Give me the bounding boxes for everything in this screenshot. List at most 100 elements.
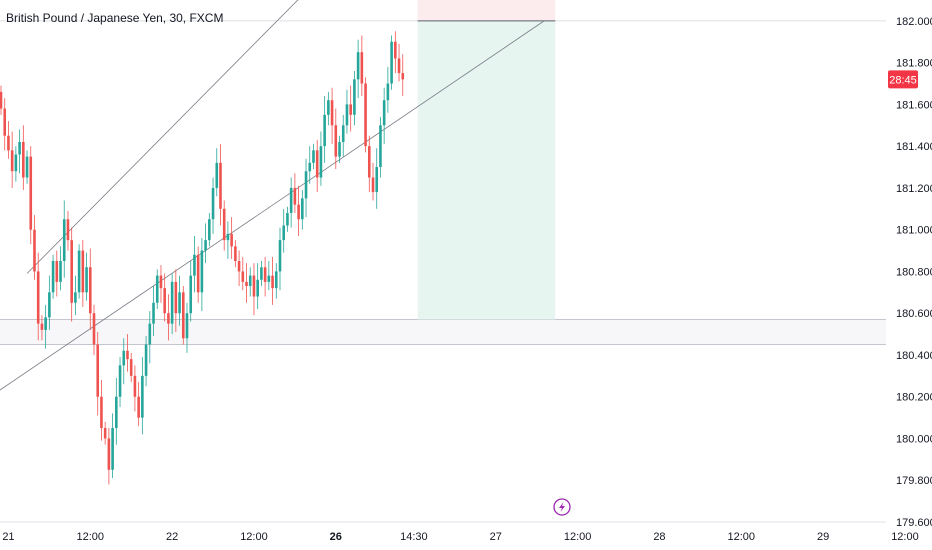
candle-body [304,171,308,199]
stop-zone [417,0,556,21]
candle-body [77,250,81,293]
candle-body [193,254,196,276]
candle-body [208,219,211,241]
candle-body [48,292,51,318]
candle-body [356,52,360,80]
candle-body [323,114,326,147]
lightning-icon-bolt [559,502,565,512]
time-tick-label: 12:00 [564,531,592,543]
candle-body [379,125,382,168]
price-axis[interactable]: 182.000 181.800 181.600 181.400 181.200 181.0… [896,16,932,529]
candle-body [174,281,178,314]
candle-body [282,225,286,241]
candle-body [327,100,330,115]
candle-body [70,240,73,303]
candle-body [137,396,140,418]
candle-body [267,275,271,282]
candle-body [278,240,282,272]
zones-layer [0,0,886,345]
candle-body [148,323,152,345]
time-tick-label: 12:00 [77,531,105,543]
time-tick-label: 12:00 [728,531,756,543]
candle-body [252,275,256,297]
candle-body [81,250,85,293]
candle-body [144,344,148,376]
candle-body [25,156,29,178]
candle-body [14,154,18,172]
candle-body [96,344,100,397]
candle-body [289,187,293,213]
candle-body [345,104,349,126]
chart-title: British Pound / Japanese Yen, 30, FXCM [6,11,223,25]
candle-body [18,141,21,155]
candle-body [293,187,297,205]
candle-body [390,41,393,84]
candle-body [263,267,267,282]
candle-body [319,146,323,178]
time-tick-label: 28 [653,531,665,543]
candle-body [3,108,7,136]
candle-body [401,73,405,80]
candle-body [394,41,397,59]
price-tick-label: 182.000 [896,16,932,28]
candle-body [196,254,200,293]
candle-body [159,275,163,289]
time-tick-label: 14:30 [400,531,428,543]
candle-body [308,162,312,172]
candle-body [36,271,40,324]
candle-body [170,281,174,324]
candle-body [122,350,126,366]
candle-body [360,52,364,84]
candle-body [375,167,379,193]
lightning-icon[interactable] [553,498,571,516]
price-tick-label: 180.200 [896,392,932,404]
channel-line-lower [0,20,545,391]
candle-body [29,156,33,230]
candle-body [22,141,25,178]
candle-body [260,267,263,280]
candle-body [10,150,14,172]
candle-body [118,365,122,397]
candle-body [163,288,166,314]
candle-body [33,229,36,272]
support-zone [0,319,886,345]
candle-body [189,275,193,314]
candle-body [59,261,62,282]
candle-body [349,104,352,115]
price-tick-label: 181.600 [896,99,932,111]
lightning-icon-ring [553,498,571,516]
price-tick-label: 180.600 [896,308,932,320]
candle-body [126,350,129,360]
price-tick-label: 179.600 [896,517,932,529]
candle-body [185,313,189,339]
candle-body [204,240,207,251]
time-tick-label: 12:00 [240,531,268,543]
candle-body [103,428,107,439]
candle-body [111,428,114,470]
candle-body [334,125,338,157]
candle-body [234,246,237,261]
time-axis[interactable]: 21 12:00 22 12:00 26 14:30 27 12:00 28 12:00 29 12:… [2,531,918,543]
candle-body [371,177,375,193]
candle-body [338,141,341,157]
price-tick-label: 181.200 [896,183,932,195]
candle-body [0,91,3,109]
candle-body [44,317,47,330]
time-tick-label: 27 [490,531,502,543]
price-tag-countdown: 28:45 [889,74,917,86]
candles-layer [0,31,405,485]
price-tick-label: 180.800 [896,266,932,278]
candle-body [248,275,252,287]
candle-body [7,135,10,151]
candle-body [152,302,155,324]
candle-body [364,83,367,147]
channel-layer [0,0,545,391]
candle-body [301,198,304,220]
candle-body [40,323,44,330]
candle-body [55,261,59,282]
candle-body [200,250,204,293]
candle-body [386,83,390,101]
candle-body [51,261,55,293]
current-price-tag: 28:45 [888,70,918,89]
